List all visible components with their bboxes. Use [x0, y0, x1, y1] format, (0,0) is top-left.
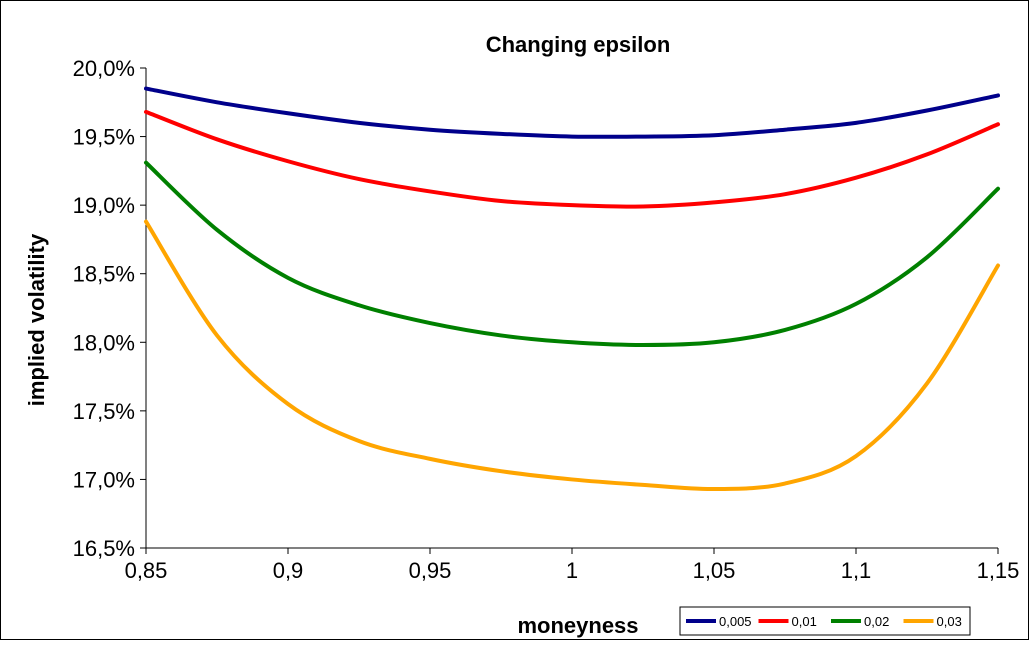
- x-tick-label: 1,1: [841, 558, 872, 583]
- legend-label-3: 0,02: [864, 614, 889, 629]
- y-tick-label: 18,5%: [73, 262, 135, 287]
- y-tick-label: 18,0%: [73, 330, 135, 355]
- y-tick-label: 17,0%: [73, 467, 135, 492]
- y-tick-label: 20,0%: [73, 56, 135, 81]
- y-tick-label: 19,0%: [73, 193, 135, 218]
- x-tick-label: 0,95: [409, 558, 452, 583]
- x-tick-label: 1,05: [693, 558, 736, 583]
- y-axis-label: implied volatility: [24, 233, 49, 406]
- chart-title: Changing epsilon: [486, 32, 671, 57]
- x-tick-label: 1,15: [977, 558, 1020, 583]
- x-axis-label: moneyness: [517, 613, 638, 638]
- x-tick-label: 1: [566, 558, 578, 583]
- legend: 0,005 0,01 0,02 0,03: [680, 607, 970, 635]
- legend-label-4: 0,03: [937, 614, 962, 629]
- legend-label-1: 0,005: [719, 614, 752, 629]
- y-tick-label: 17,5%: [73, 399, 135, 424]
- x-tick-label: 0,85: [125, 558, 168, 583]
- legend-label-2: 0,01: [792, 614, 817, 629]
- x-tick-label: 0,9: [273, 558, 304, 583]
- y-tick-label: 19,5%: [73, 125, 135, 150]
